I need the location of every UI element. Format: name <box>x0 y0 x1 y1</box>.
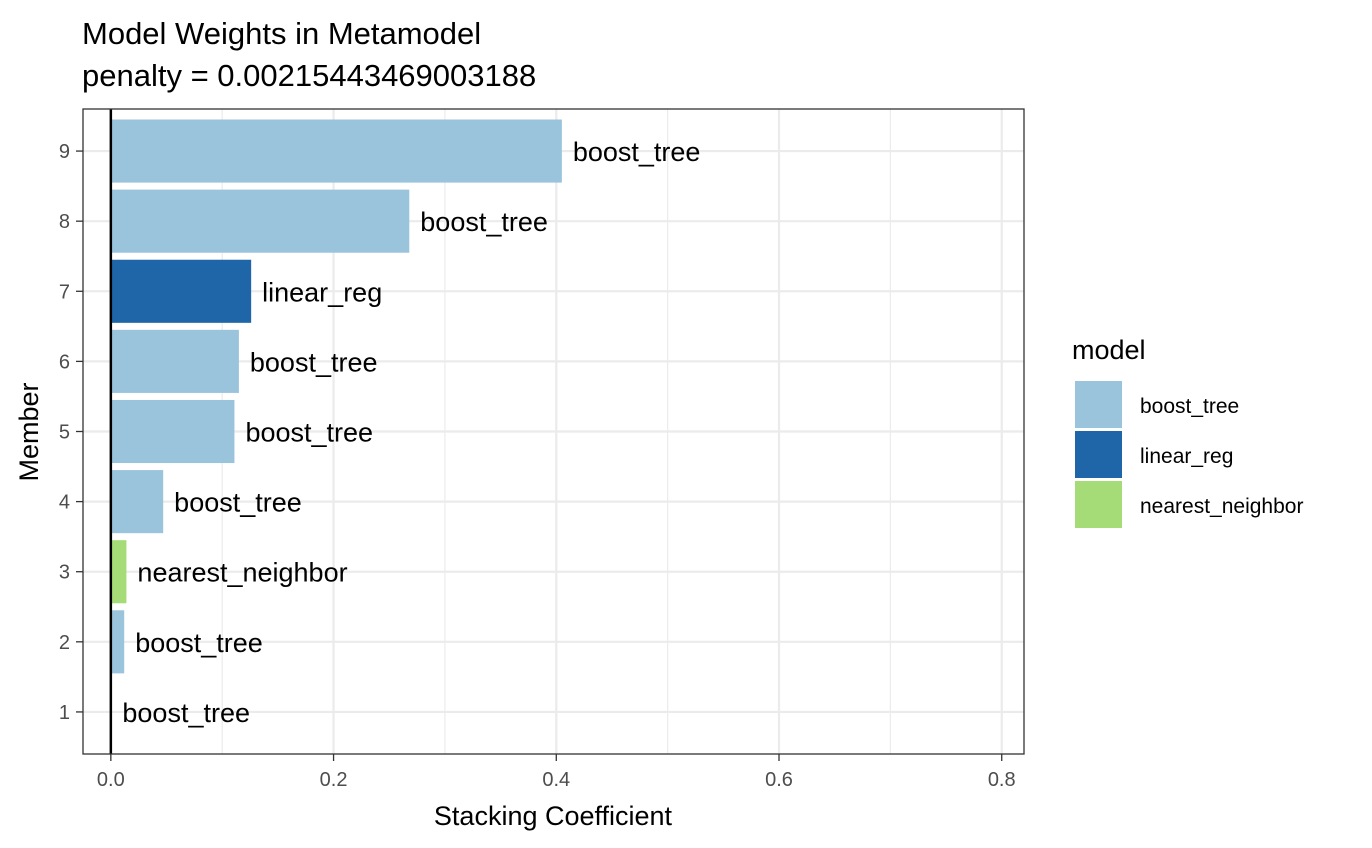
legend-label-boost_tree: boost_tree <box>1140 395 1239 418</box>
chart-title: Model Weights in Metamodel <box>82 16 481 51</box>
bar-label-member-1: boost_tree <box>122 698 250 728</box>
legend: model boost_tree linear_reg nearest_neighb… <box>1072 335 1303 528</box>
legend-label-linear_reg: linear_reg <box>1140 445 1233 468</box>
x-tick-label: 0.0 <box>97 769 125 791</box>
x-tick-label: 0.8 <box>988 769 1016 791</box>
bar-label-member-7: linear_reg <box>262 277 382 307</box>
bar-member-3 <box>110 540 127 604</box>
x-tick-label: 0.6 <box>765 769 793 791</box>
bar-member-9 <box>110 119 562 183</box>
bar-member-4 <box>110 470 164 534</box>
bars <box>110 119 562 744</box>
legend-title: model <box>1072 335 1146 365</box>
bar-member-6 <box>110 329 239 393</box>
grid-lines <box>83 109 1024 754</box>
y-tick-label: 3 <box>59 562 70 584</box>
x-axis: 0.0 0.2 0.4 0.6 0.8 <box>97 754 1016 791</box>
y-tick-label: 1 <box>59 702 70 724</box>
bar-member-2 <box>110 610 125 674</box>
y-tick-label: 5 <box>59 422 70 444</box>
bar-label-member-5: boost_tree <box>245 418 373 448</box>
bar-label-member-8: boost_tree <box>420 207 548 237</box>
bar-labels: boost_treeboost_treenearest_neighborboos… <box>122 137 700 728</box>
y-tick-label: 8 <box>59 211 70 233</box>
y-tick-label: 4 <box>59 492 70 514</box>
chart-subtitle: penalty = 0.00215443469003188 <box>82 58 536 93</box>
bar-label-member-9: boost_tree <box>573 137 701 167</box>
legend-key-linear_reg <box>1075 431 1122 478</box>
legend-key-boost_tree <box>1075 381 1122 428</box>
bar-member-5 <box>110 399 235 464</box>
bar-label-member-2: boost_tree <box>135 628 263 658</box>
bar-label-member-6: boost_tree <box>250 347 378 377</box>
bar-member-8 <box>110 189 410 253</box>
x-tick-label: 0.2 <box>320 769 348 791</box>
bar-label-member-4: boost_tree <box>174 488 302 518</box>
legend-label-nearest_neighbor: nearest_neighbor <box>1140 495 1303 518</box>
y-tick-label: 9 <box>59 141 70 163</box>
y-axis: 1 2 3 4 5 6 7 8 9 <box>59 141 83 724</box>
y-tick-label: 2 <box>59 632 70 654</box>
y-tick-label: 6 <box>59 351 70 373</box>
bar-member-7 <box>110 259 252 323</box>
bar-label-member-3: nearest_neighbor <box>137 558 347 588</box>
y-axis-title: Member <box>14 382 44 481</box>
x-axis-title: Stacking Coefficient <box>434 801 673 831</box>
x-tick-label: 0.4 <box>542 769 570 791</box>
y-tick-label: 7 <box>59 281 70 303</box>
legend-key-nearest_neighbor <box>1075 481 1122 528</box>
